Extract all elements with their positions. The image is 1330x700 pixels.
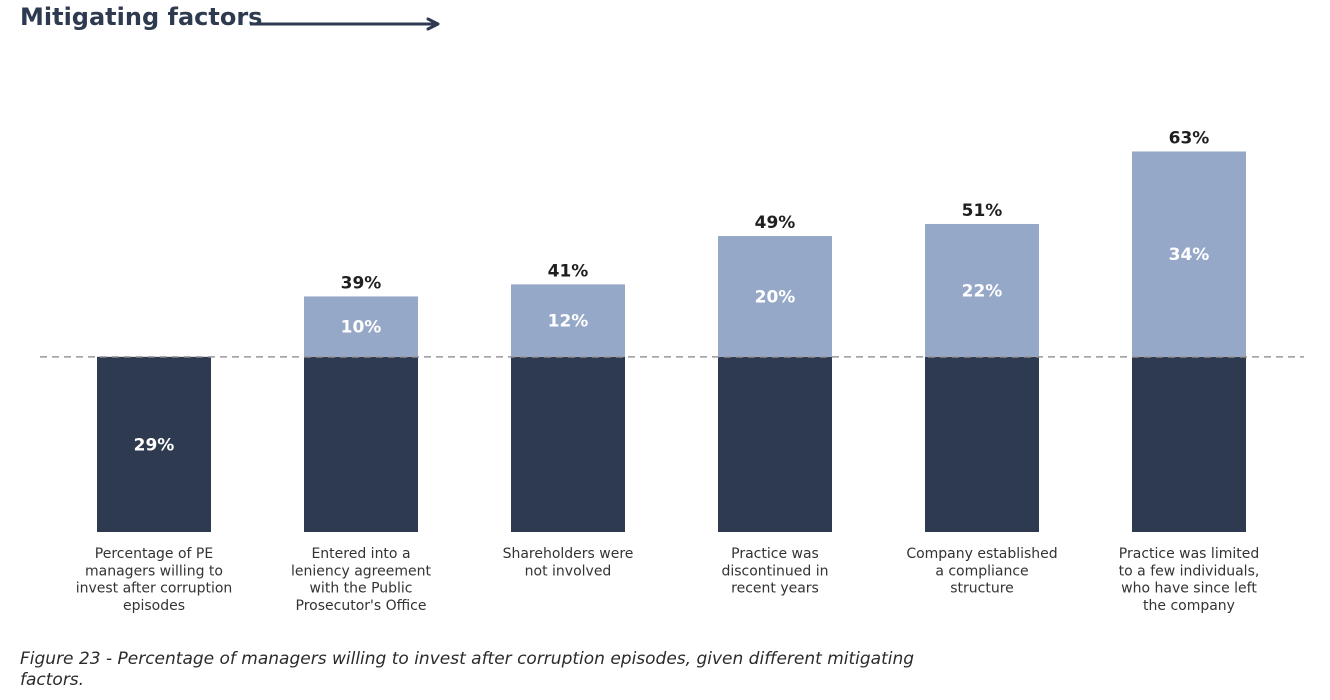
base-data-label: 29% xyxy=(134,435,175,455)
category-label-line: invest after corruption xyxy=(76,581,233,597)
bar-group: 34% 63% Practice was limited to a few indiv… xyxy=(1119,128,1260,613)
total-data-label: 39% xyxy=(341,273,382,293)
plot-area: 29% Percentage of PE managers willing to in… xyxy=(40,128,1304,614)
title-arrow-head-icon xyxy=(426,17,440,31)
chart-header: Mitigating factors xyxy=(20,3,440,31)
category-label-line: Shareholders were xyxy=(503,546,634,562)
category-label-line: the company xyxy=(1143,598,1235,614)
category-label-line: Prosecutor's Office xyxy=(296,598,427,614)
category-label-line: a compliance xyxy=(935,563,1028,579)
total-data-label: 41% xyxy=(548,261,589,281)
figure-caption: Figure 23 - Percentage of managers willi… xyxy=(20,649,915,690)
bar-increment-segment xyxy=(511,284,625,357)
category-label-line: structure xyxy=(950,581,1014,597)
category-label: Practice was limited to a few individuals… xyxy=(1119,546,1260,614)
increment-data-label: 12% xyxy=(548,312,589,332)
category-label-line: recent years xyxy=(731,581,819,597)
bar-increment-segment xyxy=(1132,151,1246,357)
category-label-line: episodes xyxy=(123,598,185,614)
category-label: Company established a compliance structure xyxy=(906,546,1057,597)
category-label: Entered into a leniency agreement with the… xyxy=(291,546,431,614)
increment-data-label: 34% xyxy=(1169,245,1210,265)
increment-data-label: 20% xyxy=(755,287,796,307)
bar-base-segment xyxy=(304,356,418,532)
bar-group: 20% 49% Practice was discontinued in recent … xyxy=(718,213,832,597)
category-label: Practice was discontinued in recent years xyxy=(721,546,828,597)
bar-base-segment xyxy=(925,356,1039,532)
bar-base-segment xyxy=(97,356,211,532)
category-label-line: with the Public xyxy=(309,581,412,597)
increment-data-label: 22% xyxy=(962,281,1003,301)
increment-data-label: 10% xyxy=(341,318,382,338)
bar-base-segment xyxy=(1132,356,1246,532)
category-label-line: Percentage of PE xyxy=(95,546,213,562)
category-label-line: leniency agreement xyxy=(291,563,431,579)
bar-base-segment xyxy=(718,356,832,532)
category-label-line: not involved xyxy=(525,563,612,579)
category-label-line: Company established xyxy=(906,546,1057,562)
category-label-line: to a few individuals, xyxy=(1119,563,1260,579)
category-label-line: managers willing to xyxy=(85,563,223,579)
category-label-line: Entered into a xyxy=(311,546,410,562)
category-label: Shareholders were not involved xyxy=(503,546,634,579)
category-label-line: who have since left xyxy=(1121,581,1257,597)
bar-group: 10% 39% Entered into a leniency agreement wi… xyxy=(291,273,431,613)
category-label-line: Practice was limited xyxy=(1119,546,1259,562)
category-label-line: discontinued in xyxy=(721,563,828,579)
bar-group: 12% 41% Shareholders were not involved xyxy=(503,261,634,579)
category-label-line: Practice was xyxy=(731,546,819,562)
total-data-label: 63% xyxy=(1169,128,1210,148)
total-data-label: 51% xyxy=(962,201,1003,221)
bar-increment-segment xyxy=(304,296,418,357)
chart-title: Mitigating factors xyxy=(20,3,262,31)
bar-increment-segment xyxy=(925,223,1039,357)
total-data-label: 49% xyxy=(755,213,796,233)
bar-group: 22% 51% Company established a compliance str… xyxy=(906,201,1057,597)
bar-increment-segment xyxy=(718,236,832,357)
bar-group: 29% Percentage of PE managers willing to in… xyxy=(76,356,233,614)
bar-base-segment xyxy=(511,356,625,532)
category-label: Percentage of PE managers willing to inves… xyxy=(76,546,233,614)
